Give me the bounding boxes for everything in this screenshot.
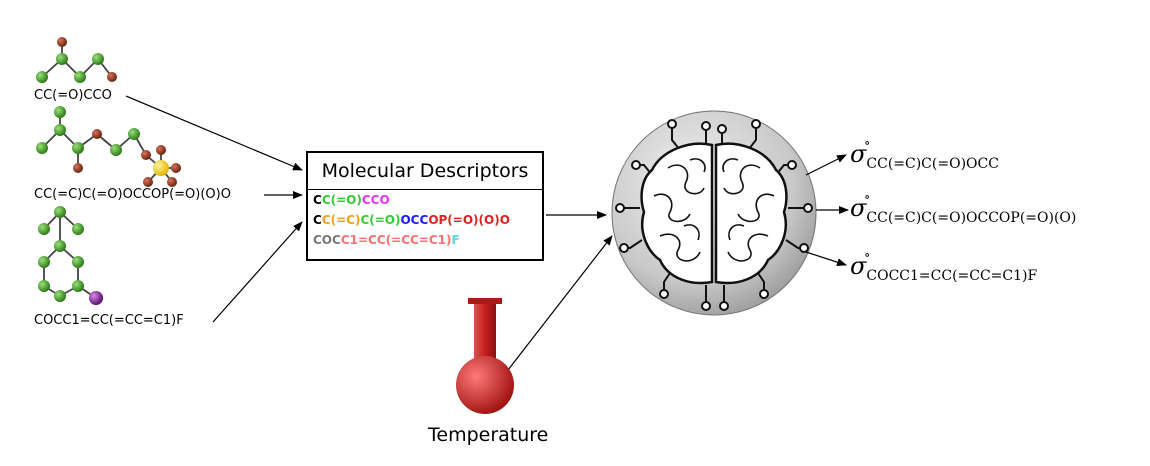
neural-network-brain-icon (611, 110, 817, 316)
descriptor-fragment: F (451, 233, 460, 247)
molecule-1-structure (36, 37, 117, 83)
descriptor-fragment: OCC (400, 213, 429, 227)
molecule-3-smiles: COCC1=CC(=CC=C1)F (34, 313, 184, 328)
output-1-subscript: CC(=C)C(=O)OCC (866, 156, 999, 172)
descriptor-row-2: CC(=C)C(=O)OCCOP(=O)(O)O (308, 210, 542, 230)
molecular-descriptors-box: Molecular Descriptors CC(=O)CCO CC(=C)C(… (306, 151, 544, 261)
arrow-output-3 (805, 251, 847, 267)
output-3: σ ∘ COCC1=CC(=CC=C1)F (850, 248, 1037, 284)
descriptor-fragment: COC (313, 233, 341, 247)
arrow-temperature-to-model (507, 235, 613, 371)
arrow-molecule-1 (125, 95, 303, 171)
molecule-2-smiles: CC(=C)C(=O)OCCOP(=O)(O)O (34, 187, 231, 202)
arrow-molecule-3 (212, 221, 303, 323)
output-1-superscript: ∘ (864, 136, 871, 151)
descriptor-fragment: OP(=O)(O)O (428, 213, 510, 227)
descriptors-title: Molecular Descriptors (308, 153, 542, 190)
output-2-symbol: σ (850, 194, 867, 222)
descriptor-fragment: C (313, 193, 322, 207)
output-2: σ ∘ CC(=C)C(=O)OCCOP(=O)(O) (850, 190, 1076, 226)
output-3-subscript: COCC1=CC(=CC=C1)F (866, 268, 1038, 284)
descriptor-fragment: CCO (361, 193, 390, 207)
descriptor-row-3: COCC1=CC(=CC=C1)F (308, 230, 542, 250)
arrow-output-1 (805, 154, 847, 176)
output-1-symbol: σ (850, 140, 867, 168)
output-2-subscript: CC(=C)C(=O)OCCOP(=O)(O) (866, 210, 1077, 226)
molecule-2-structure (36, 106, 181, 187)
output-2-superscript: ∘ (864, 190, 871, 205)
descriptor-row-1: CC(=O)CCO (308, 190, 542, 210)
thermometer-icon (456, 298, 514, 414)
temperature-label: Temperature (428, 424, 549, 446)
output-3-symbol: σ (850, 252, 867, 280)
output-arrows (805, 154, 849, 267)
molecule-3-structure (38, 206, 103, 305)
descriptor-fragment: C1=CC(=CC=C1) (340, 233, 452, 247)
descriptor-fragment: C(=C) (321, 213, 361, 227)
input-arrows (125, 95, 613, 371)
descriptor-fragment: C(=O) (321, 193, 362, 207)
molecule-1-smiles: CC(=O)CCO (34, 88, 112, 103)
descriptor-fragment: C (313, 213, 322, 227)
output-3-superscript: ∘ (864, 248, 871, 263)
descriptor-fragment: C(=O) (360, 213, 401, 227)
output-1: σ ∘ CC(=C)C(=O)OCC (850, 136, 999, 172)
